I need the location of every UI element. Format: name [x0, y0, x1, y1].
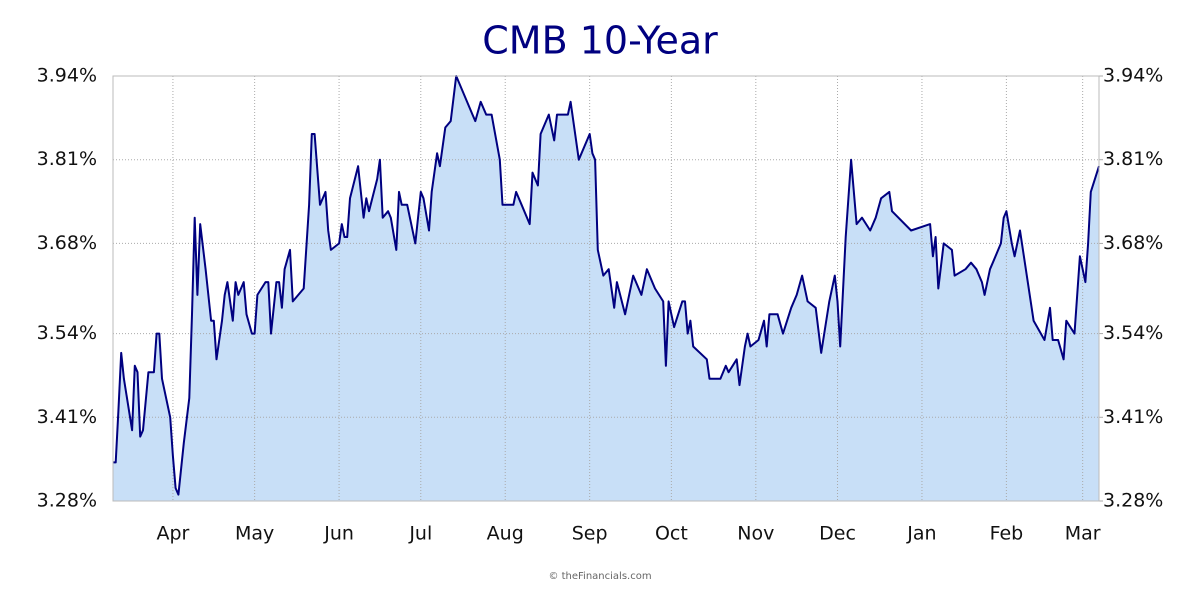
chart-title: CMB 10-Year: [482, 19, 718, 63]
plot-frame: [112, 75, 1100, 502]
y2-tick-label: 3.41%: [1103, 406, 1163, 428]
y2-tick-label: 3.81%: [1103, 148, 1163, 170]
x-tick-label: Mar: [1065, 523, 1101, 545]
x-tick-label: Aug: [487, 523, 524, 545]
x-tick-label: May: [235, 523, 274, 545]
y2-tick-label: 3.54%: [1103, 322, 1163, 344]
y-tick-label: 3.81%: [37, 148, 97, 170]
y-tick-label: 3.28%: [37, 490, 97, 512]
y2-tick-label: 3.68%: [1103, 232, 1163, 254]
x-tick-label: Jul: [408, 523, 432, 545]
y2-tick-label: 3.94%: [1103, 65, 1163, 87]
x-tick-label: Oct: [655, 523, 688, 545]
x-tick-label: Feb: [990, 523, 1024, 545]
y-tick-label: 3.68%: [37, 232, 97, 254]
x-tick-label: Nov: [737, 523, 774, 545]
y-tick-label: 3.54%: [37, 322, 97, 344]
x-tick-label: Apr: [156, 523, 189, 545]
y-tick-label: 3.41%: [37, 406, 97, 428]
x-tick-label: Jan: [906, 523, 936, 545]
x-tick-label: Jun: [323, 523, 354, 545]
y2-tick-label: 3.28%: [1103, 490, 1163, 512]
footer: © theFinancials.com: [548, 571, 651, 582]
x-tick-label: Sep: [572, 523, 608, 545]
line: [113, 75, 1100, 496]
y-tick-label: 3.94%: [37, 65, 97, 87]
x-tick-label: Dec: [819, 523, 856, 545]
